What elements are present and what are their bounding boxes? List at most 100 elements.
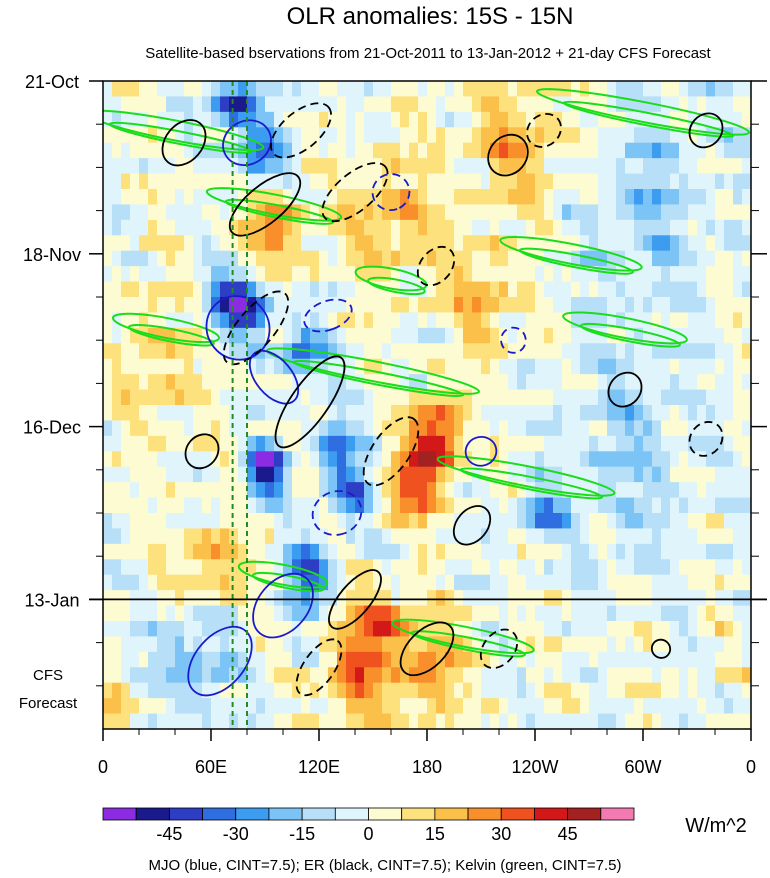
heatmap-cell: [148, 281, 158, 298]
heatmap-cell: [481, 466, 491, 483]
heatmap-cell: [400, 605, 410, 622]
heatmap-cell: [337, 420, 347, 437]
heatmap-cell: [517, 358, 527, 375]
heatmap-cell: [472, 250, 482, 267]
heatmap-cell: [229, 389, 239, 406]
heatmap-cell: [310, 482, 320, 499]
heatmap-cell: [643, 81, 653, 98]
heatmap-cell: [616, 497, 626, 514]
heatmap-cell: [544, 327, 554, 344]
heatmap-cell: [544, 266, 554, 283]
heatmap-cell: [742, 466, 751, 483]
heatmap-cell: [679, 81, 689, 98]
heatmap-cell: [733, 513, 743, 530]
heatmap-cell: [346, 636, 356, 653]
heatmap-cell: [616, 127, 626, 144]
heatmap-cell: [715, 451, 725, 468]
heatmap-cell: [238, 297, 248, 314]
heatmap-cell: [481, 358, 491, 375]
heatmap-cell: [679, 698, 689, 715]
heatmap-cell: [481, 435, 491, 452]
heatmap-cell: [391, 389, 401, 406]
heatmap-cell: [346, 405, 356, 422]
heatmap-cell: [571, 250, 581, 267]
heatmap-cell: [733, 111, 743, 128]
heatmap-cell: [292, 219, 302, 236]
heatmap-cell: [247, 405, 257, 422]
heatmap-cell: [697, 327, 707, 344]
heatmap-cell: [688, 111, 698, 128]
heatmap-cell: [724, 250, 734, 267]
heatmap-cell: [157, 235, 167, 252]
heatmap-cell: [130, 389, 140, 406]
heatmap-cell: [670, 420, 680, 437]
heatmap-cell: [112, 651, 122, 668]
heatmap-cell: [418, 327, 428, 344]
heatmap-cell: [256, 420, 266, 437]
heatmap-cell: [733, 636, 743, 653]
heatmap-cell: [382, 466, 392, 483]
heatmap-cell: [544, 451, 554, 468]
heatmap-cell: [355, 682, 365, 699]
heatmap-cell: [256, 312, 266, 329]
heatmap-cell: [427, 698, 437, 715]
heatmap-cell: [499, 574, 509, 591]
heatmap-cell: [688, 497, 698, 514]
heatmap-cell: [193, 543, 203, 560]
heatmap-cell: [247, 250, 257, 267]
heatmap-cell: [364, 389, 374, 406]
heatmap-cell: [319, 127, 329, 144]
heatmap-cell: [661, 621, 671, 638]
heatmap-cell: [319, 651, 329, 668]
heatmap-cell: [121, 713, 131, 729]
heatmap-cell: [715, 435, 725, 452]
heatmap-cell: [112, 574, 122, 591]
heatmap-cell: [526, 713, 536, 729]
heatmap-cell: [382, 590, 392, 607]
heatmap-cell: [607, 682, 617, 699]
heatmap-cell: [265, 297, 275, 314]
heatmap-cell: [337, 358, 347, 375]
heatmap-cell: [436, 312, 446, 329]
heatmap-cell: [229, 466, 239, 483]
heatmap-cell: [454, 682, 464, 699]
heatmap-cell: [409, 451, 419, 468]
heatmap-cell: [220, 111, 230, 128]
heatmap-cell: [148, 219, 158, 236]
heatmap-cell: [274, 204, 284, 221]
heatmap-cell: [418, 636, 428, 653]
heatmap-cell: [382, 574, 392, 591]
heatmap-cell: [643, 435, 653, 452]
heatmap-cell: [319, 327, 329, 344]
heatmap-cell: [598, 219, 608, 236]
er-contour: [328, 569, 382, 630]
heatmap-cell: [274, 543, 284, 560]
heatmap-cell: [400, 559, 410, 576]
heatmap-cell: [598, 636, 608, 653]
heatmap-cell: [715, 667, 725, 684]
heatmap-cell: [328, 513, 338, 530]
heatmap-cell: [670, 559, 680, 576]
heatmap-cell: [643, 358, 653, 375]
heatmap-cell: [508, 528, 518, 545]
heatmap-cell: [364, 435, 374, 452]
heatmap-cell: [337, 389, 347, 406]
heatmap-cell: [400, 389, 410, 406]
heatmap-cell: [526, 204, 536, 221]
colorbar: -45 -30 -15 0 15 30 45: [102, 807, 635, 844]
heatmap-cell: [670, 636, 680, 653]
heatmap-cell: [697, 343, 707, 360]
heatmap-cell: [301, 682, 311, 699]
heatmap-cell: [355, 374, 365, 391]
heatmap-cell: [445, 497, 455, 514]
heatmap-cell: [130, 405, 140, 422]
heatmap-cell: [454, 250, 464, 267]
heatmap-cell: [121, 219, 131, 236]
heatmap-cell: [427, 219, 437, 236]
heatmap-cell: [472, 189, 482, 206]
heatmap-cell: [562, 698, 572, 715]
heatmap-cell: [553, 528, 563, 545]
heatmap-cell: [508, 111, 518, 128]
heatmap-cell: [733, 173, 743, 190]
heatmap-cell: [292, 250, 302, 267]
